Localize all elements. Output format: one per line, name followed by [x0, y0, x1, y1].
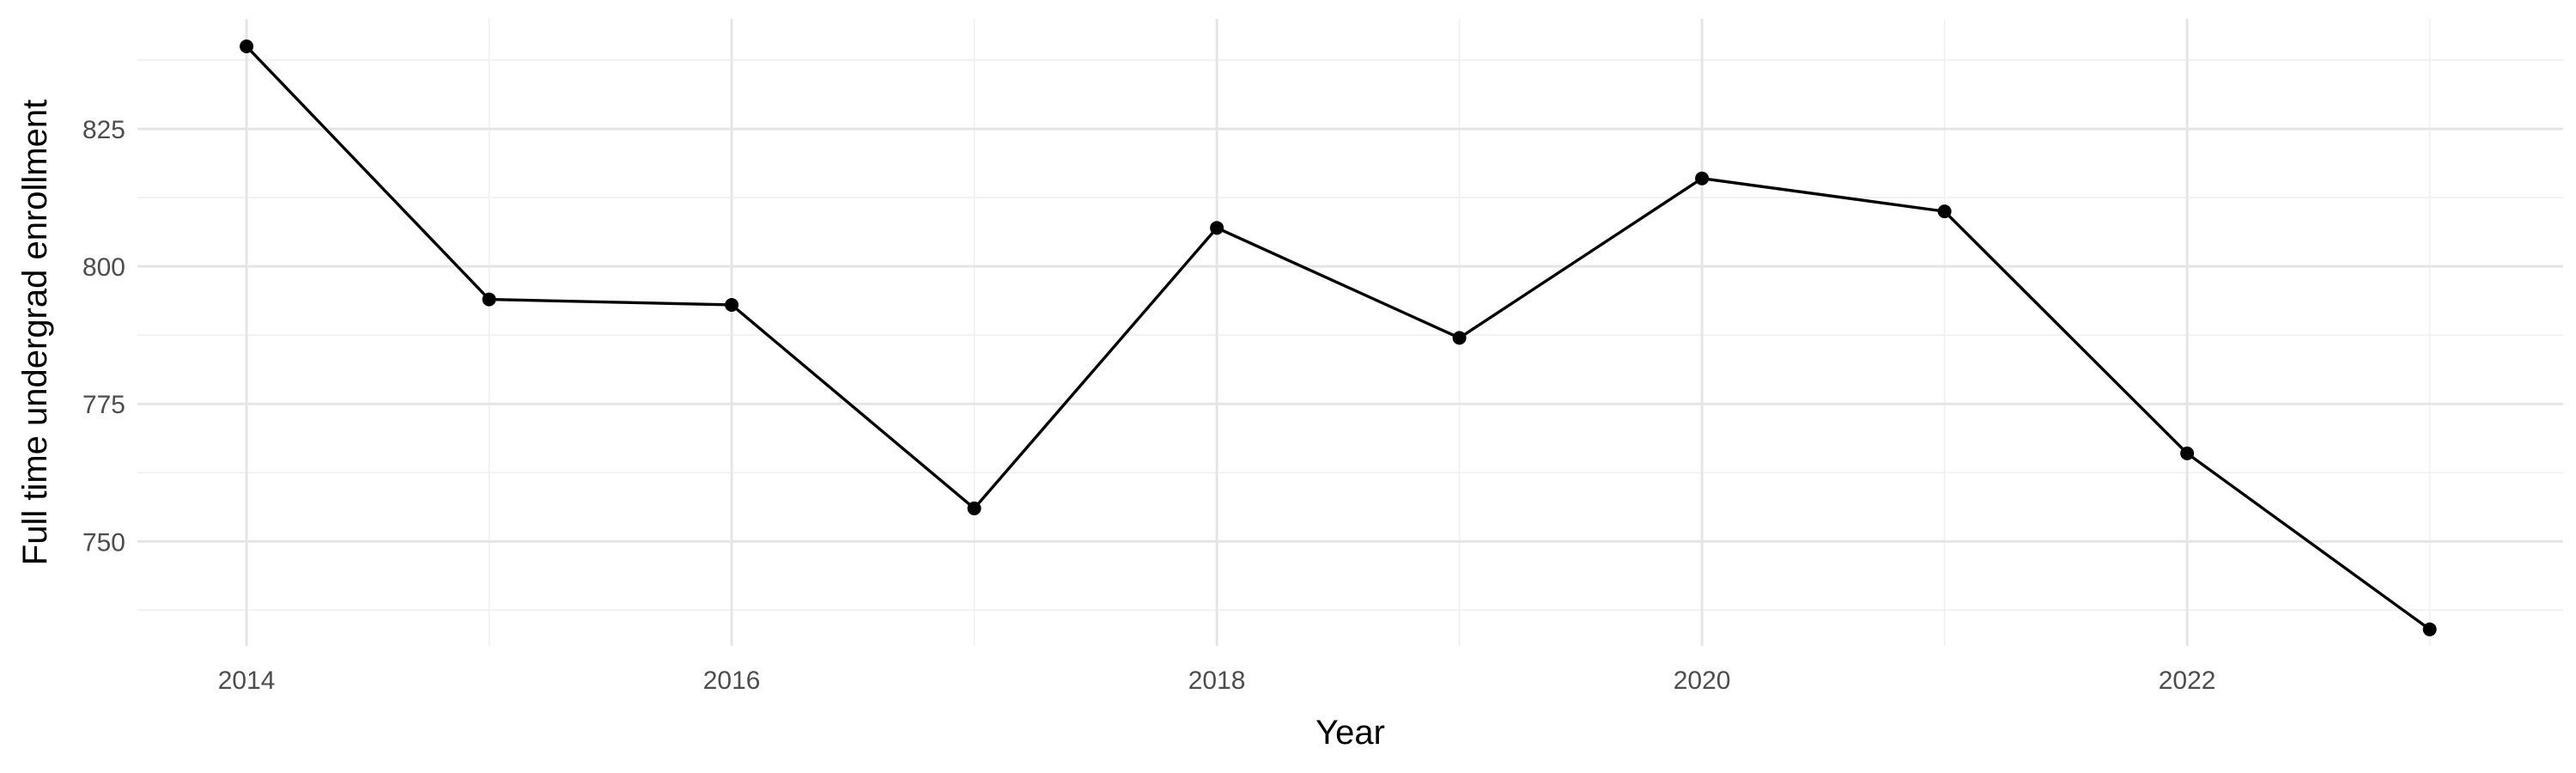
data-point-2016 [725, 297, 739, 312]
data-point-2022 [2180, 446, 2195, 460]
data-point-2015 [482, 292, 496, 307]
data-point-2019 [1452, 331, 1467, 345]
x-tick-label: 2022 [2159, 666, 2216, 695]
data-point-2017 [967, 501, 981, 515]
x-axis-title: Year [1315, 714, 1385, 752]
data-point-2014 [240, 40, 254, 54]
major-gridlines-x [245, 19, 2189, 646]
series-layer [240, 40, 2437, 636]
minor-gridlines-y [137, 59, 2563, 612]
y-tick-label: 775 [82, 391, 125, 419]
series-line [245, 45, 2431, 631]
x-tick-label: 2020 [1674, 666, 1731, 695]
x-tick-label: 2018 [1188, 666, 1246, 695]
y-tick-label: 825 [82, 116, 125, 144]
y-tick-label: 800 [82, 253, 125, 282]
x-tick-labels: 2014 2016 2018 2020 2022 [218, 666, 2216, 695]
major-gridlines-y [137, 127, 2563, 543]
data-point-2020 [1695, 171, 1710, 186]
data-point-2023 [2422, 622, 2437, 636]
y-tick-label: 750 [82, 528, 125, 557]
x-tick-label: 2016 [703, 666, 761, 695]
x-tick-label: 2014 [218, 666, 276, 695]
y-axis-title: Full time undergrad enrollment [16, 100, 54, 565]
data-point-2018 [1210, 221, 1224, 235]
data-point-2021 [1937, 204, 1952, 219]
y-tick-labels: 750 775 800 825 [82, 116, 125, 557]
